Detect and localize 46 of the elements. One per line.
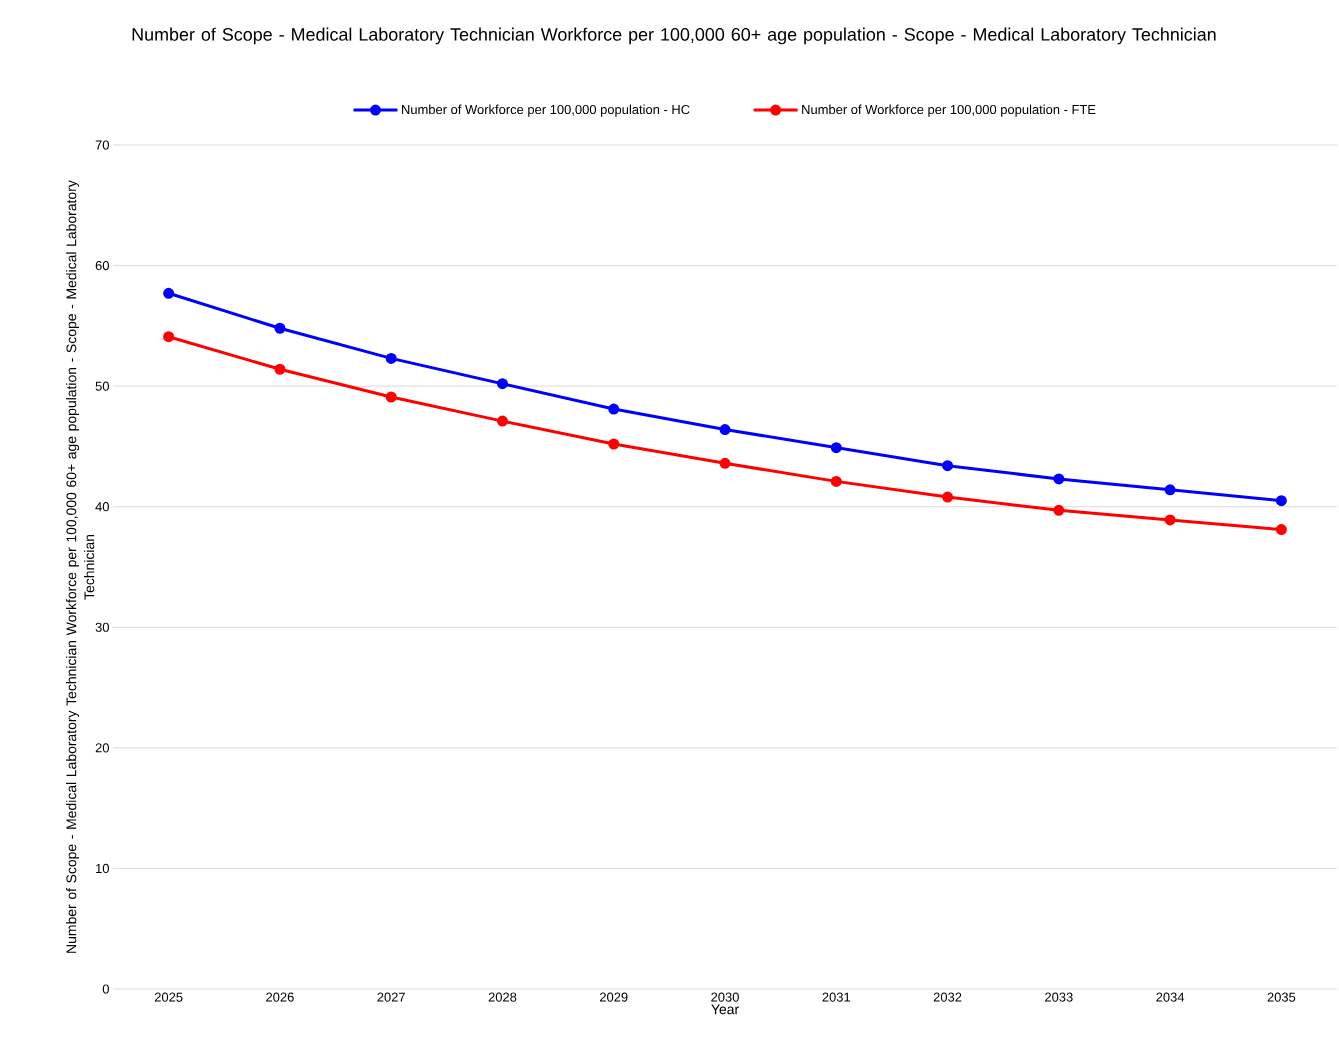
chart-title: Number of Scope - Medical Laboratory Technician Workforce per 100,000 60+ age population - Scope - Medical Laboratory Technician bbox=[132, 27, 1216, 45]
y-tick-label: 20 bbox=[95, 743, 109, 753]
y-tick-label: 40 bbox=[95, 502, 109, 512]
point bbox=[274, 322, 286, 334]
point bbox=[1053, 504, 1065, 516]
point bbox=[830, 475, 842, 487]
y-tick-label: 50 bbox=[95, 381, 109, 391]
point bbox=[385, 352, 397, 364]
legend-label: Number of Workforce per 100,000 population - FTE bbox=[802, 104, 1096, 117]
point bbox=[1164, 484, 1176, 496]
y-tick-label: 10 bbox=[96, 863, 109, 874]
point bbox=[719, 457, 731, 469]
x-tick-label: 2029 bbox=[599, 992, 628, 1002]
legend-label: Number of Workforce per 100,000 population - HC bbox=[402, 104, 690, 117]
point bbox=[1053, 473, 1065, 485]
point bbox=[942, 460, 954, 472]
point bbox=[1164, 514, 1176, 526]
point bbox=[163, 287, 175, 299]
point bbox=[496, 415, 508, 427]
x-tick-label: 2026 bbox=[266, 992, 294, 1002]
point bbox=[608, 403, 620, 415]
point bbox=[719, 424, 731, 436]
y-axis-title: Number of Scope - Medical Laboratory Technician Workforce per 100,000 60+ age population - Scope - Medical Laboratory Technician bbox=[66, 180, 95, 953]
y-tick-label: 30 bbox=[95, 622, 109, 632]
x-tick-label: 2032 bbox=[933, 992, 962, 1002]
x-tick-label: 2031 bbox=[822, 992, 851, 1002]
x-tick-label: 2034 bbox=[1156, 992, 1185, 1002]
y-tick-label: 60 bbox=[95, 260, 109, 271]
point bbox=[163, 331, 175, 343]
x-tick-label: 2033 bbox=[1045, 992, 1073, 1002]
x-axis-title: Year bbox=[711, 1004, 739, 1015]
point bbox=[1275, 495, 1287, 507]
x-tick-label: 2027 bbox=[377, 992, 405, 1002]
x-tick-label: 2030 bbox=[711, 992, 739, 1002]
y-tick-label: 70 bbox=[95, 140, 109, 150]
point bbox=[385, 391, 397, 403]
x-tick-label: 2035 bbox=[1267, 992, 1296, 1002]
point bbox=[608, 438, 620, 450]
point bbox=[496, 378, 508, 390]
point bbox=[830, 442, 842, 454]
point bbox=[942, 491, 954, 503]
x-tick-label: 2028 bbox=[488, 992, 517, 1002]
point bbox=[1275, 524, 1287, 536]
y-tick-label: 0 bbox=[102, 984, 109, 994]
x-tick-label: 2025 bbox=[154, 992, 183, 1002]
point bbox=[274, 363, 286, 375]
